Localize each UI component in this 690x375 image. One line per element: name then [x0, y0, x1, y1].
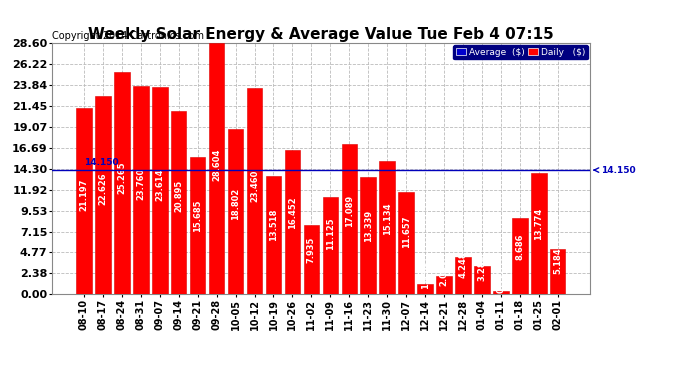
Text: 16.452: 16.452	[288, 197, 297, 230]
Text: 1.236: 1.236	[421, 263, 430, 290]
Bar	[342, 144, 357, 294]
Text: 18.802: 18.802	[231, 188, 240, 220]
Bar	[493, 291, 509, 294]
Bar	[360, 177, 376, 294]
Bar	[417, 284, 433, 294]
Text: 4.248: 4.248	[458, 251, 467, 278]
Text: 23.614: 23.614	[155, 168, 164, 201]
Text: 14.150: 14.150	[594, 166, 635, 175]
Text: Copyright 2014 Cartronics.com: Copyright 2014 Cartronics.com	[52, 31, 204, 40]
Bar	[114, 72, 130, 294]
Bar	[171, 111, 186, 294]
Bar	[512, 218, 528, 294]
Title: Weekly Solar Energy & Average Value Tue Feb 4 07:15: Weekly Solar Energy & Average Value Tue …	[88, 27, 553, 42]
Text: 28.604: 28.604	[212, 149, 221, 181]
Text: 11.657: 11.657	[402, 216, 411, 248]
Text: 5.184: 5.184	[553, 247, 562, 274]
Bar	[76, 108, 92, 294]
Bar	[380, 161, 395, 294]
Bar	[550, 249, 566, 294]
Bar	[436, 276, 452, 294]
Bar	[474, 266, 490, 294]
Bar	[209, 43, 224, 294]
Text: 2.043: 2.043	[440, 260, 449, 286]
Bar	[152, 87, 168, 294]
Bar	[266, 176, 282, 294]
Text: 21.197: 21.197	[79, 178, 88, 211]
Legend: Average  ($), Daily   ($): Average ($), Daily ($)	[453, 45, 588, 59]
Bar	[95, 96, 110, 294]
Text: 8.686: 8.686	[515, 234, 524, 260]
Text: 3.280: 3.280	[477, 255, 486, 281]
Text: 15.134: 15.134	[383, 202, 392, 234]
Text: 0.392: 0.392	[496, 267, 505, 293]
Bar	[322, 196, 338, 294]
Bar	[398, 192, 414, 294]
Text: 25.265: 25.265	[117, 162, 126, 195]
Text: 13.339: 13.339	[364, 210, 373, 242]
Bar	[455, 257, 471, 294]
Bar	[190, 157, 206, 294]
Text: 20.895: 20.895	[175, 180, 184, 212]
Text: 13.774: 13.774	[534, 208, 543, 240]
Bar	[304, 225, 319, 294]
Text: 17.089: 17.089	[345, 195, 354, 227]
Text: 7.935: 7.935	[307, 237, 316, 263]
Text: 15.685: 15.685	[193, 200, 202, 232]
Bar	[285, 150, 300, 294]
Text: 14.150: 14.150	[84, 158, 119, 167]
Text: 13.518: 13.518	[269, 209, 278, 241]
Bar	[228, 129, 244, 294]
Text: 23.460: 23.460	[250, 169, 259, 202]
Bar	[133, 86, 148, 294]
Bar	[531, 173, 546, 294]
Text: 22.626: 22.626	[99, 172, 108, 205]
Bar	[247, 88, 262, 294]
Text: 23.760: 23.760	[137, 168, 146, 201]
Text: 11.125: 11.125	[326, 218, 335, 250]
